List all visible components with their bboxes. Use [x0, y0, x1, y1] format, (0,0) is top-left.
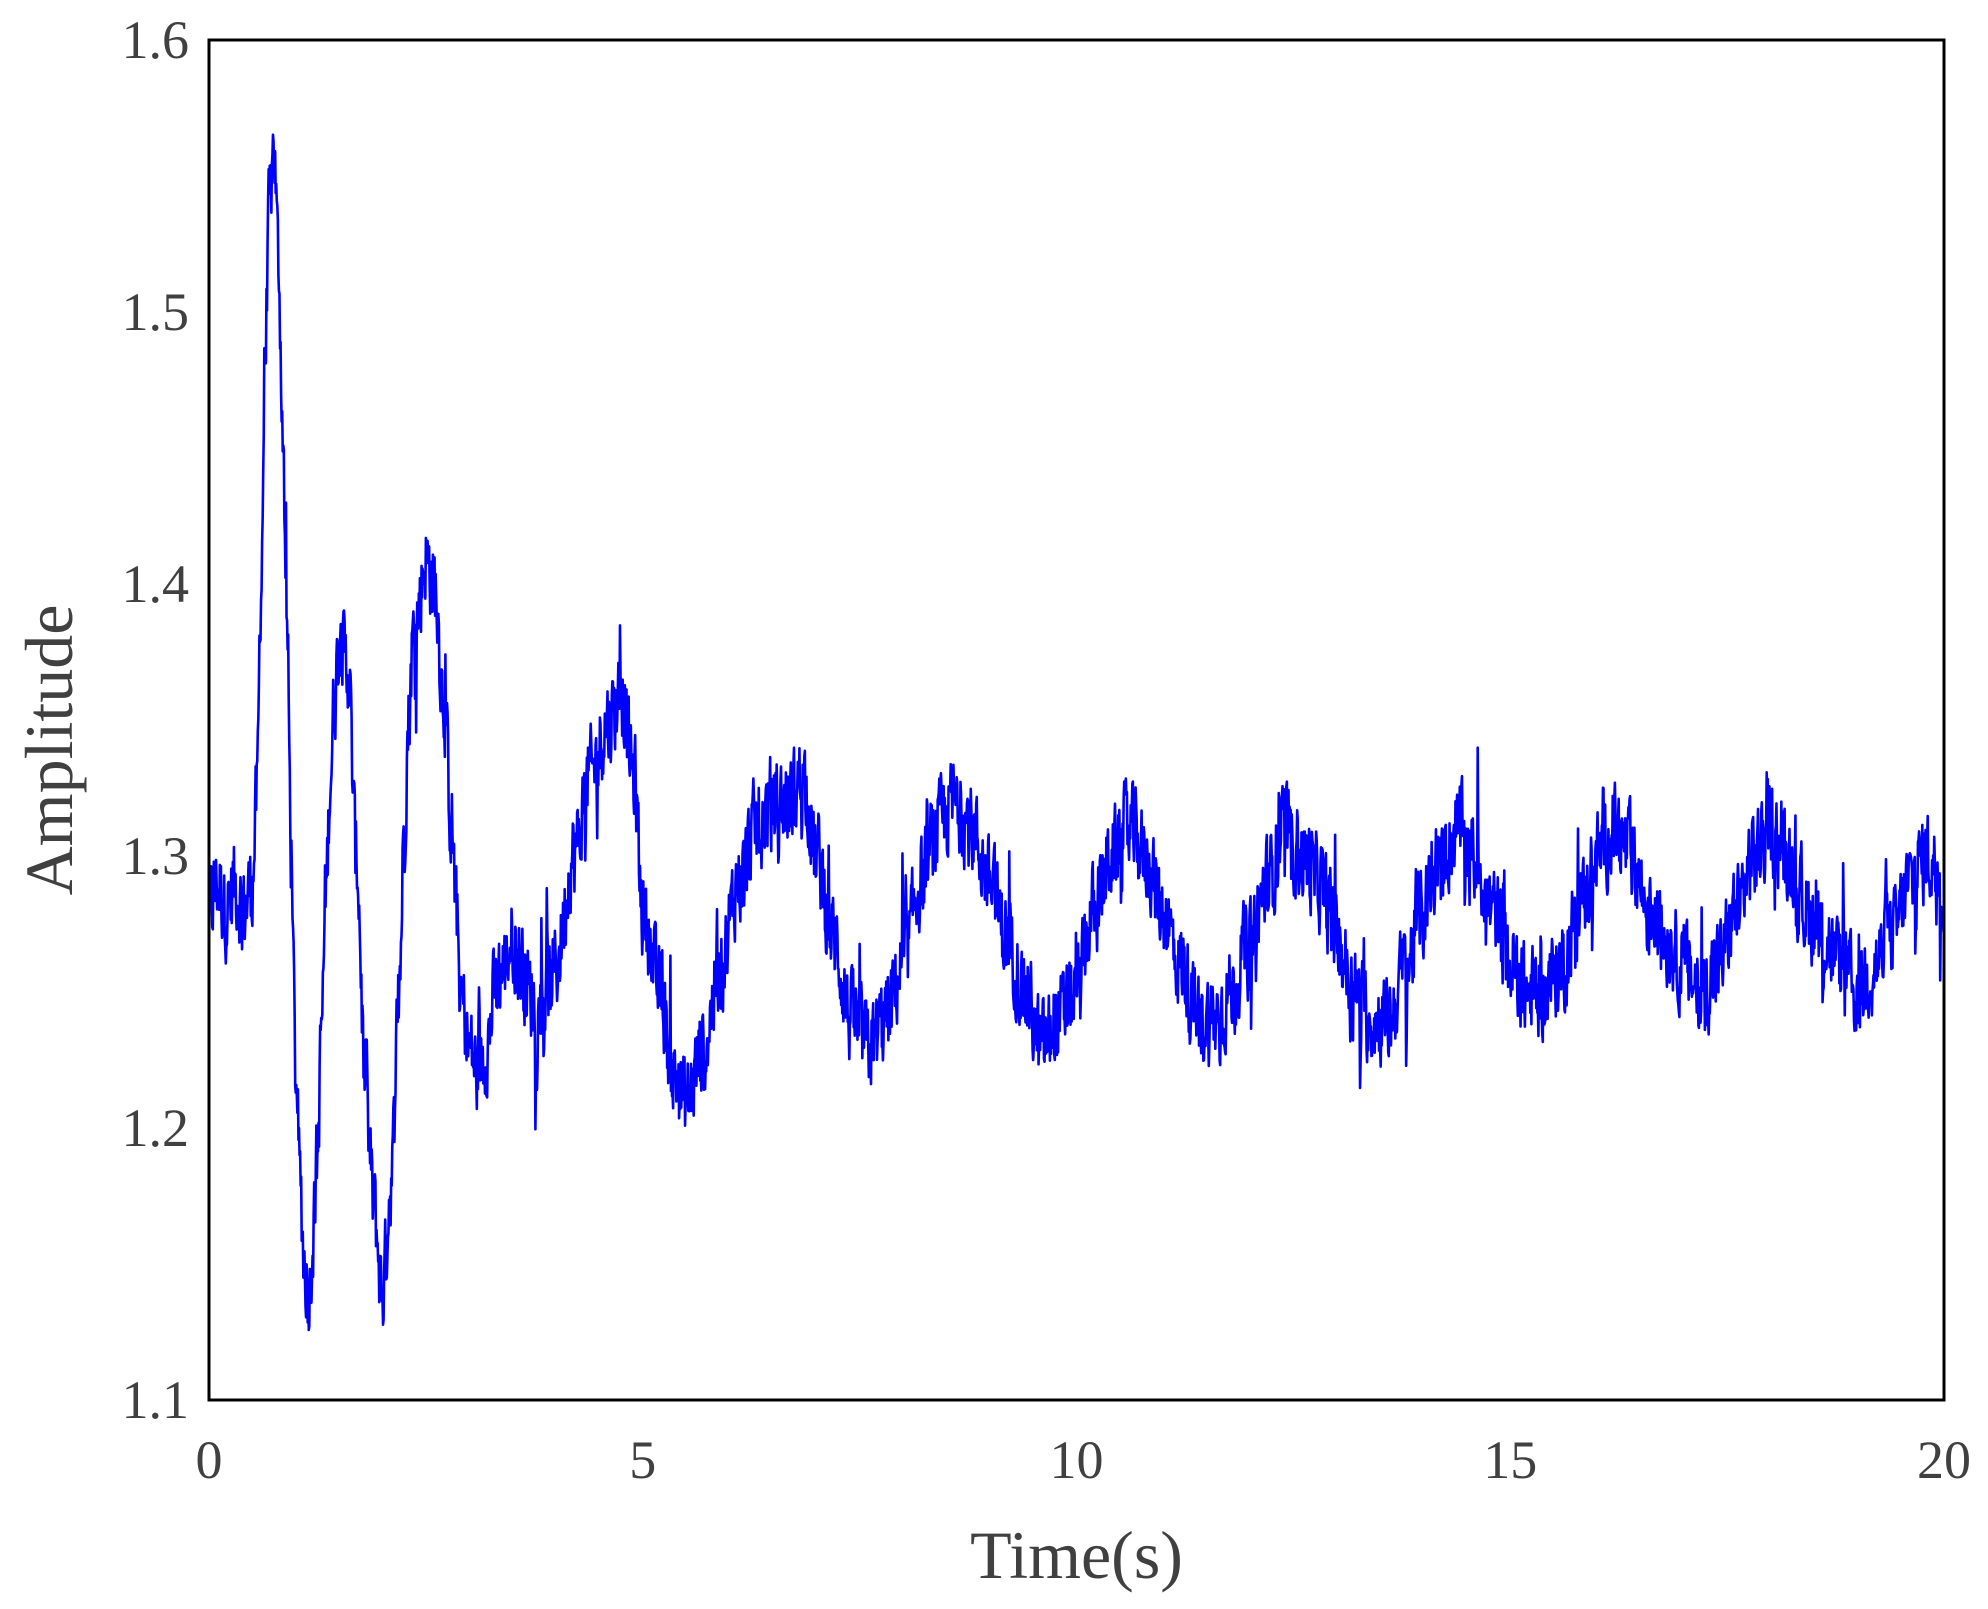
y-tick-label: 1.5	[122, 282, 190, 342]
x-tick-label: 20	[1917, 1430, 1971, 1490]
x-tick-label: 0	[196, 1430, 223, 1490]
plot-frame	[207, 38, 1946, 1402]
x-tick-label: 5	[629, 1430, 656, 1490]
y-axis-title: Amplitude	[11, 605, 87, 896]
y-tick-label: 1.3	[122, 826, 190, 886]
x-tick-label: 10	[1050, 1430, 1104, 1490]
x-tick-label: 15	[1483, 1430, 1537, 1490]
series-line	[207, 133, 1946, 1332]
y-tick-label: 1.6	[122, 10, 190, 70]
y-tick-label: 1.2	[122, 1098, 190, 1158]
x-axis-title: Time(s)	[970, 1517, 1183, 1593]
y-tick-label: 1.1	[122, 1370, 190, 1430]
y-tick-label: 1.4	[122, 554, 190, 614]
